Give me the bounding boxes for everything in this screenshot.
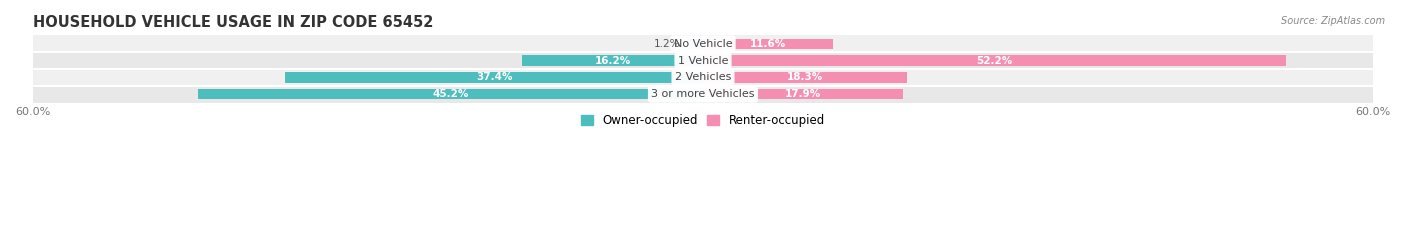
Text: 37.4%: 37.4%	[475, 72, 512, 82]
Text: Source: ZipAtlas.com: Source: ZipAtlas.com	[1281, 16, 1385, 26]
Bar	[522, 55, 703, 66]
Text: 52.2%: 52.2%	[977, 56, 1012, 65]
Bar	[285, 72, 703, 83]
Text: 11.6%: 11.6%	[749, 39, 786, 49]
Text: HOUSEHOLD VEHICLE USAGE IN ZIP CODE 65452: HOUSEHOLD VEHICLE USAGE IN ZIP CODE 6545…	[32, 15, 433, 30]
Text: 1 Vehicle: 1 Vehicle	[678, 56, 728, 65]
Bar	[198, 89, 703, 99]
Text: 2 Vehicles: 2 Vehicles	[675, 72, 731, 82]
Text: 18.3%: 18.3%	[787, 72, 824, 82]
Bar	[32, 69, 1374, 86]
Bar	[32, 86, 1374, 103]
Text: 16.2%: 16.2%	[595, 56, 631, 65]
Legend: Owner-occupied, Renter-occupied: Owner-occupied, Renter-occupied	[576, 109, 830, 132]
Text: 45.2%: 45.2%	[432, 89, 468, 99]
Bar	[32, 35, 1374, 52]
Bar	[703, 38, 832, 49]
Bar	[703, 72, 907, 83]
Text: No Vehicle: No Vehicle	[673, 39, 733, 49]
Text: 1.2%: 1.2%	[654, 39, 681, 49]
Text: 3 or more Vehicles: 3 or more Vehicles	[651, 89, 755, 99]
Bar	[703, 55, 1286, 66]
Bar	[32, 52, 1374, 69]
Bar	[689, 38, 703, 49]
Text: 17.9%: 17.9%	[785, 89, 821, 99]
Bar	[703, 89, 903, 99]
